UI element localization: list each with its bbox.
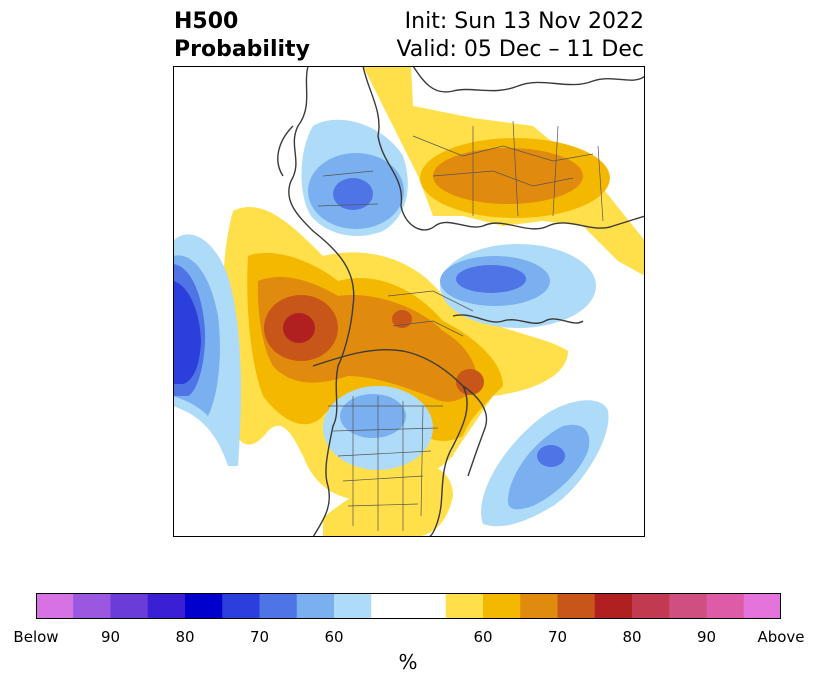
colorbar-segment — [483, 593, 521, 619]
colorbar-segment — [669, 593, 707, 619]
below-anomaly-arctic — [440, 244, 596, 328]
coastlines — [277, 66, 645, 537]
colorbar-segment — [296, 593, 335, 619]
colorbar-segment — [445, 593, 484, 619]
above-anomaly-southeast-us — [323, 465, 453, 537]
colorbar — [36, 593, 781, 619]
map-title: H500 Probability — [174, 8, 310, 64]
colorbar-segment — [371, 593, 409, 619]
colorbar-tick-label: 70 — [547, 628, 568, 646]
colorbar-frame — [36, 593, 781, 619]
colorbar-tick-label: 70 — [249, 628, 270, 646]
colorbar-segment — [259, 593, 298, 619]
colorbar-unit: % — [398, 650, 418, 674]
colorbar-segment — [73, 593, 111, 619]
colorbar-segment — [706, 593, 745, 619]
colorbar-segments — [36, 593, 781, 619]
colorbar-segment — [520, 593, 558, 619]
colorbar-segment — [110, 593, 149, 619]
colorbar-segment — [185, 593, 223, 619]
colorbar-tick-label: 80 — [175, 628, 195, 646]
colorbar-tick-label: Above — [757, 628, 805, 646]
colorbar-segment — [632, 593, 670, 619]
title-line-2: Probability — [174, 37, 310, 62]
colorbar-segment — [147, 593, 186, 619]
above-anomaly-pacific-canada — [223, 207, 568, 500]
colorbar-segment — [557, 593, 596, 619]
colorbar-segment — [743, 593, 781, 619]
colorbar-segment — [408, 593, 447, 619]
political-borders — [317, 120, 604, 531]
map-dates: Init: Sun 13 Nov 2022 Valid: 05 Dec – 11… — [396, 8, 644, 64]
colorbar-tick-label: Below — [13, 628, 59, 646]
below-anomaly-atlantic — [481, 400, 609, 527]
colorbar-tick-label: 90 — [100, 628, 121, 646]
colorbar-segment — [222, 593, 260, 619]
colorbar-segment — [334, 593, 372, 619]
colorbar-tick-label: 80 — [622, 628, 642, 646]
colorbar-tick-label: 60 — [473, 628, 493, 646]
colorbar-tick-label: 60 — [324, 628, 344, 646]
colorbar-segment — [36, 593, 74, 619]
colorbar-segment — [594, 593, 633, 619]
probability-map — [173, 66, 645, 537]
colorbar-tick-label: 90 — [696, 628, 717, 646]
map-frame — [173, 66, 645, 537]
title-line-1: H500 — [174, 9, 239, 34]
below-anomaly-pacific-asia — [173, 234, 241, 466]
valid-dates: Valid: 05 Dec – 11 Dec — [396, 37, 644, 62]
init-date: Init: Sun 13 Nov 2022 — [404, 9, 644, 34]
